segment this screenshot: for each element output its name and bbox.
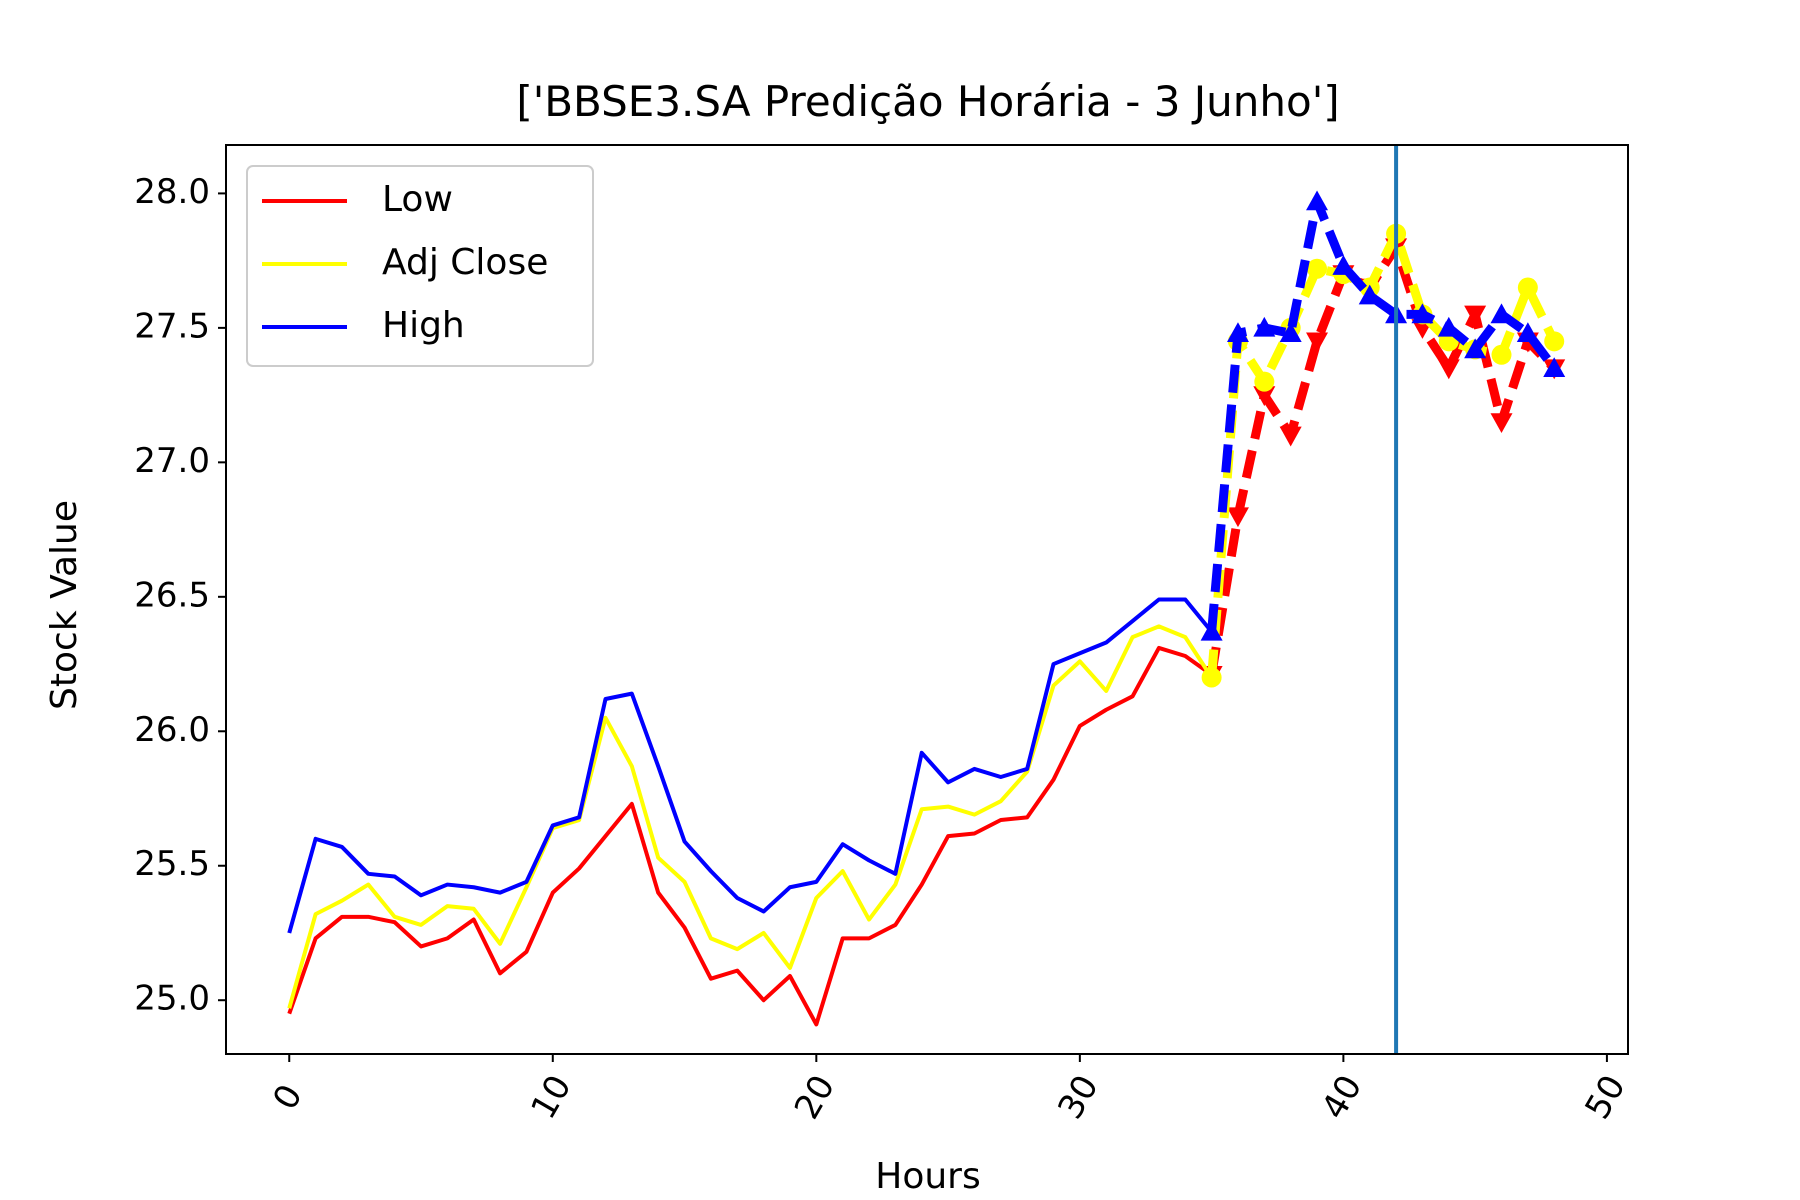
x-tick-label: 40 xyxy=(1314,1069,1370,1126)
x-axis-label: Hours xyxy=(875,1156,980,1197)
predicted-point xyxy=(1254,371,1275,392)
actual-line xyxy=(287,597,1214,934)
predicted-point xyxy=(1200,620,1223,641)
predicted-point xyxy=(1490,413,1513,434)
legend: Low Adj Close High xyxy=(246,165,594,367)
predicted-point xyxy=(1358,284,1381,305)
legend-label: Adj Close xyxy=(382,242,548,283)
plot-area-frame xyxy=(225,144,1629,1055)
y-tick-label: 26.0 xyxy=(134,710,210,750)
predicted-line xyxy=(1207,242,1558,676)
y-tick-label: 26.5 xyxy=(134,575,210,615)
predicted-point xyxy=(1279,426,1302,447)
actual-line xyxy=(287,645,1213,1027)
x-tick-label: 20 xyxy=(787,1069,843,1126)
x-tick-label: 10 xyxy=(523,1069,579,1126)
predicted-point xyxy=(1516,322,1539,343)
legend-label: High xyxy=(382,305,465,346)
predicted-point xyxy=(1279,322,1302,343)
predicted-point xyxy=(1490,303,1513,324)
legend-label: Low xyxy=(382,179,453,220)
predicted-point xyxy=(1437,316,1460,337)
predicted-point xyxy=(1306,332,1329,353)
predicted-point xyxy=(1464,338,1487,359)
actual-line xyxy=(287,624,1214,1009)
series-low xyxy=(287,238,1566,1027)
predicted-point xyxy=(1306,190,1329,211)
predicted-point xyxy=(1201,667,1222,688)
predicted-point xyxy=(1253,316,1276,337)
x-tick-label: 0 xyxy=(265,1078,310,1117)
y-axis-label: Stock Value xyxy=(44,500,85,710)
series-layer xyxy=(287,190,1566,1027)
predicted-point xyxy=(1543,357,1566,378)
predicted-point xyxy=(1437,359,1460,380)
predicted-point xyxy=(1517,277,1538,298)
x-tick-label: 50 xyxy=(1577,1069,1633,1126)
series-high xyxy=(287,190,1566,934)
predicted-point xyxy=(1226,507,1249,528)
chart-title: ['BBSE3.SA Predição Horária - 3 Junho'] xyxy=(516,77,1339,126)
y-tick-label: 27.5 xyxy=(134,306,210,346)
predicted-point xyxy=(1464,305,1487,326)
predicted-point xyxy=(1332,255,1355,275)
predicted-point xyxy=(1544,331,1565,352)
y-tick-label: 28.0 xyxy=(134,172,210,212)
predicted-point xyxy=(1253,386,1276,407)
predicted-point xyxy=(1411,303,1434,324)
x-tick-label: 30 xyxy=(1050,1069,1106,1126)
y-tick-label: 25.5 xyxy=(134,844,210,884)
y-tick-label: 25.0 xyxy=(134,979,210,1019)
predicted-point xyxy=(1307,258,1328,279)
legend-box xyxy=(246,165,594,367)
predicted-point xyxy=(1226,322,1249,343)
predicted-point xyxy=(1491,344,1512,365)
y-tick-label: 27.0 xyxy=(134,441,210,481)
